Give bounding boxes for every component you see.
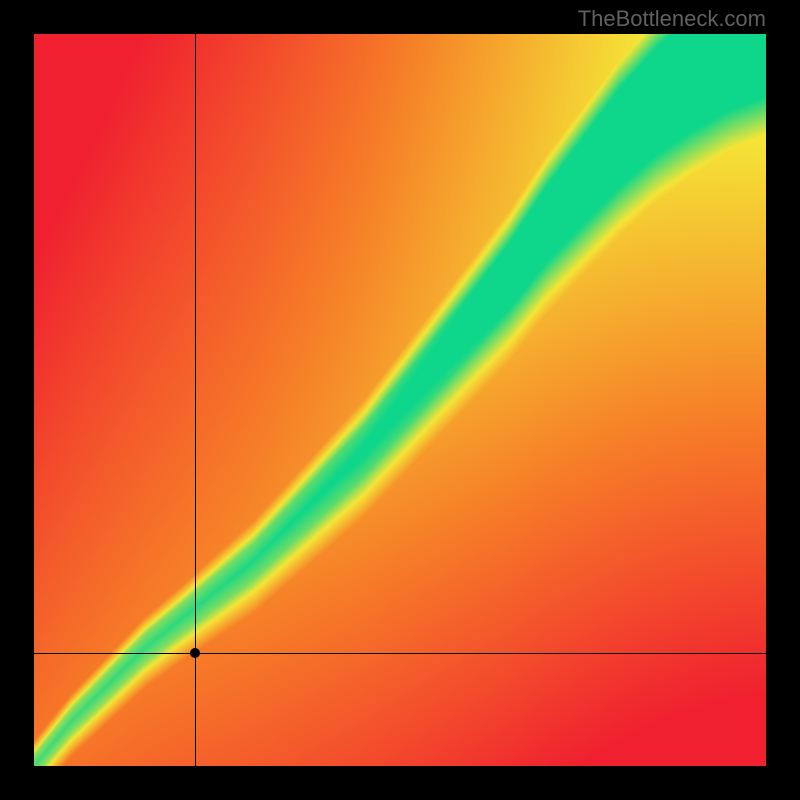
heatmap-canvas [34, 34, 766, 766]
watermark: TheBottleneck.com [578, 6, 766, 32]
plot-area [34, 34, 766, 766]
chart-container: TheBottleneck.com [0, 0, 800, 800]
crosshair-marker [190, 648, 200, 658]
crosshair-horizontal [34, 653, 766, 654]
